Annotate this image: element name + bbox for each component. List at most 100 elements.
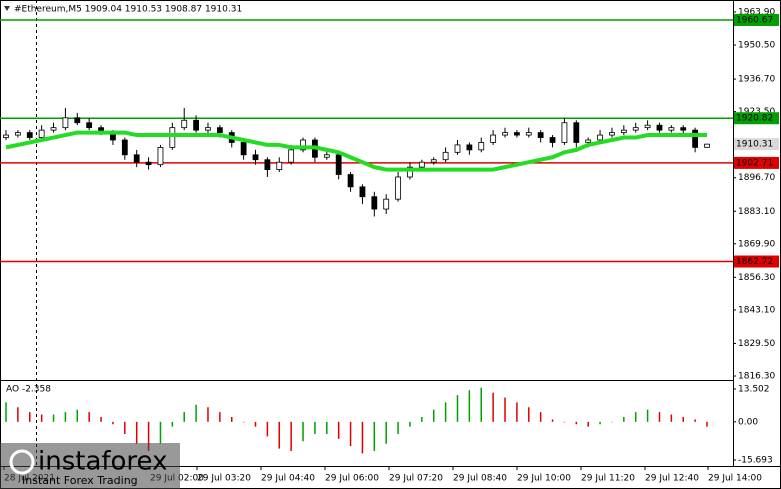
candle-body	[442, 151, 449, 161]
watermark-bg	[0, 443, 180, 489]
ao-bar	[100, 416, 102, 422]
ao-tick-label: -15.693	[738, 456, 773, 466]
ao-bar	[575, 421, 578, 425]
x-tick-label: 29 Jul 11:20	[581, 474, 635, 484]
candle-body	[276, 161, 283, 170]
ao-tick-label: 0.00	[738, 417, 758, 427]
moving-average	[5, 130, 707, 172]
watermark: instaforex Instant Forex Trading	[0, 443, 180, 489]
y-tick-label: 1869.90	[738, 239, 775, 249]
y-tick-label: 1816.30	[738, 372, 775, 382]
watermark-brand: instaforex	[38, 447, 167, 477]
level-label-bg	[734, 156, 779, 169]
y-tick-label: 1896.70	[738, 173, 775, 183]
ao-bar	[278, 421, 281, 449]
candle-body	[418, 161, 425, 168]
chart-title: #Ethereum,M5 1909.04 1910.53 1908.87 191…	[14, 5, 242, 15]
ao-bar	[5, 402, 7, 422]
ao-bar	[706, 421, 708, 427]
candle-body	[632, 127, 639, 131]
candle-body	[26, 132, 33, 138]
ao-bar	[397, 421, 399, 434]
candle-body	[609, 132, 615, 136]
ao-bar	[456, 395, 459, 422]
ao-bar	[623, 416, 625, 422]
candle-body	[347, 174, 354, 188]
x-tick-label: 29 Jul 06:00	[325, 474, 379, 484]
ao-bar	[551, 419, 554, 422]
y-tick-label: 1829.50	[738, 339, 775, 349]
candle-body	[335, 154, 342, 175]
level-label: 1920.82	[736, 114, 773, 124]
candle-body	[169, 127, 176, 148]
ao-bar	[528, 407, 530, 422]
candle-body	[502, 132, 508, 136]
candle-body	[14, 132, 21, 136]
candle-body	[656, 124, 663, 131]
ao-bar	[504, 397, 506, 422]
candle-body	[50, 127, 57, 131]
y-tick-label: 1856.30	[738, 273, 775, 283]
level-label: 1960.67	[736, 15, 773, 25]
symbol-icon	[4, 6, 10, 11]
candle-body	[692, 129, 699, 148]
ao-bar	[611, 421, 613, 423]
candle-body	[395, 176, 401, 200]
candle-body	[62, 117, 69, 129]
level-label: 1862.72	[736, 257, 773, 267]
ao-bar	[385, 421, 387, 444]
ao-bar	[539, 412, 542, 422]
candle-body	[537, 132, 544, 138]
candle-body	[549, 137, 556, 143]
candle-body	[133, 154, 140, 163]
candle-body	[38, 129, 45, 138]
candle-body	[407, 166, 413, 178]
candle-body	[240, 142, 247, 156]
candle-body	[300, 139, 306, 151]
ao-bar	[135, 421, 138, 444]
candle-body	[157, 146, 164, 166]
ao-bar	[290, 421, 292, 452]
candle-body	[668, 127, 675, 131]
watermark-logo	[9, 449, 35, 475]
ao-bar	[64, 412, 67, 422]
x-tick-label: 29 Jul 03:20	[197, 474, 251, 484]
candle-body	[573, 122, 580, 143]
level-label: 1902.71	[736, 158, 773, 168]
ao-bar	[432, 409, 435, 422]
ao-bar	[171, 421, 174, 427]
candle-body	[371, 196, 378, 210]
candle-body	[620, 129, 627, 133]
ao-bar	[658, 412, 661, 422]
ao-bar	[183, 412, 185, 422]
candle-body	[525, 132, 532, 136]
candle-body	[264, 159, 271, 170]
x-tick-label: 29 Jul 12:40	[645, 474, 699, 484]
candle-body	[430, 159, 437, 163]
ao-bar	[563, 421, 566, 423]
ao-bar	[88, 412, 90, 422]
indicator-title: AO -2.358	[6, 385, 51, 395]
ao-bar	[599, 421, 601, 425]
ao-bar	[349, 421, 352, 447]
ao-bar	[314, 421, 316, 434]
candle-body	[644, 124, 651, 129]
candle-body	[359, 186, 366, 198]
ao-bar	[516, 402, 518, 422]
ao-tick-label: 13.502	[738, 385, 770, 395]
ao-bar	[195, 404, 197, 422]
candle-body	[3, 134, 9, 138]
x-tick-label: 29 Jul 10:00	[517, 474, 571, 484]
candle-body	[86, 122, 93, 129]
ao-bar	[694, 419, 696, 422]
candle-body	[680, 127, 687, 131]
y-tick-label: 1883.10	[738, 207, 775, 217]
level-label-bg	[734, 255, 779, 268]
candle-body	[205, 127, 211, 131]
x-tick-label: 29 Jul 14:00	[708, 474, 762, 484]
ao-bar	[76, 409, 79, 422]
ao-bar	[444, 402, 447, 422]
candle-body	[288, 149, 295, 163]
